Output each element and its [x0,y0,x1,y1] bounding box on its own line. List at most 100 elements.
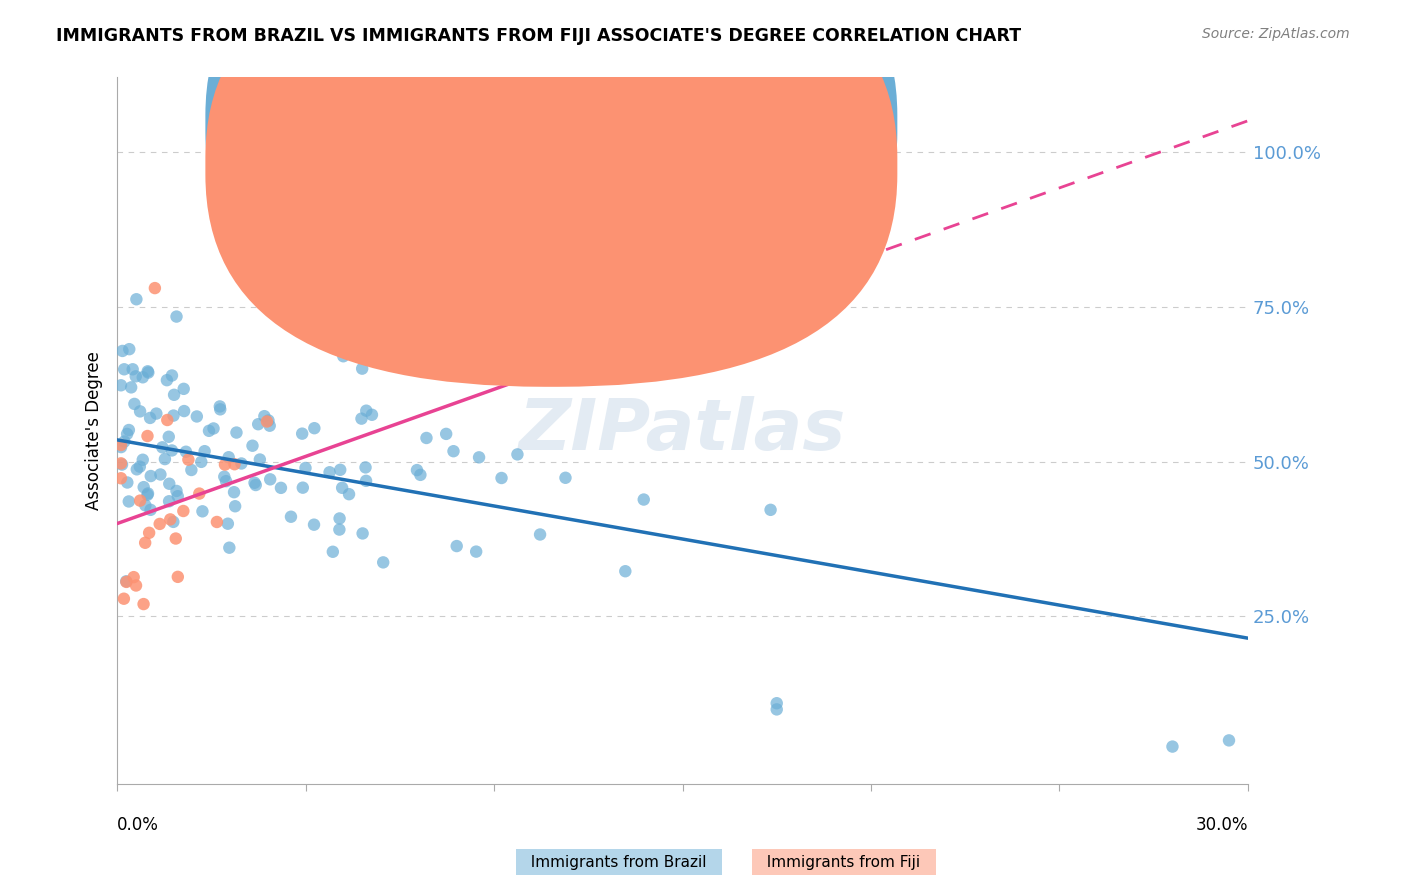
Point [253,409,276,424]
Point [554,471,576,485]
Point [186,409,208,424]
Point [243,475,266,490]
Point [322,545,344,559]
Point [150,440,173,454]
Point [205,515,228,529]
Point [529,527,551,541]
FancyBboxPatch shape [205,0,897,344]
Point [156,413,179,427]
Point [257,413,280,427]
Point [242,439,264,453]
Point [112,434,135,449]
Point [257,256,280,270]
Text: N =: N = [723,152,759,169]
Point [491,471,513,485]
Point [218,541,240,555]
Point [224,457,246,471]
Point [352,361,374,376]
Point [157,430,180,444]
Point [173,404,195,418]
Point [247,417,270,432]
Point [125,292,148,306]
Text: 121: 121 [779,110,815,128]
Point [110,378,132,392]
Point [157,476,180,491]
Point [558,244,581,258]
Text: N =: N = [723,110,759,128]
Point [209,402,232,417]
Point [111,458,134,472]
Point [110,438,132,452]
Point [759,503,782,517]
Point [112,591,135,606]
Point [465,544,488,558]
Point [149,516,172,531]
Point [294,461,316,475]
Point [115,574,138,589]
Point [443,444,465,458]
Point [157,494,180,508]
Point [208,400,231,414]
Point [225,425,247,440]
Point [354,460,377,475]
Point [270,481,292,495]
Point [1161,739,1184,754]
Point [118,423,141,437]
Text: -0.436: -0.436 [620,110,685,128]
Point [446,539,468,553]
Point [337,487,360,501]
Point [304,421,326,435]
Point [143,281,166,295]
FancyBboxPatch shape [205,0,897,387]
Point [633,492,655,507]
FancyBboxPatch shape [530,88,891,211]
Point [136,486,159,500]
Point [159,512,181,526]
Point [218,450,240,465]
Point [156,373,179,387]
Point [765,696,787,710]
Text: 30.0%: 30.0% [1195,815,1249,834]
Text: 26: 26 [779,152,804,169]
Point [153,452,176,467]
Point [162,515,184,529]
Point [172,504,194,518]
Point [259,472,281,486]
Point [136,488,159,502]
Point [468,450,491,465]
Point [198,424,221,438]
Point [125,462,148,476]
Point [132,370,155,384]
Point [111,343,134,358]
Point [110,471,132,485]
Point [134,499,156,513]
Point [149,467,172,482]
Point [291,481,314,495]
Point [138,525,160,540]
Point [259,418,281,433]
Text: Immigrants from Fiji: Immigrants from Fiji [758,855,929,870]
Point [139,411,162,425]
Point [314,281,336,295]
Point [354,474,377,488]
Point [614,564,637,578]
Point [214,469,236,483]
Point [434,426,457,441]
Point [180,463,202,477]
Point [162,409,184,423]
Point [124,397,146,411]
Text: 0.501: 0.501 [620,152,678,169]
Point [118,342,141,356]
Point [329,511,352,525]
Point [506,447,529,461]
Point [249,452,271,467]
Point [129,493,152,508]
Point [177,452,200,467]
Point [302,517,325,532]
Point [188,486,211,500]
Point [356,403,378,417]
Text: Source: ZipAtlas.com: Source: ZipAtlas.com [1202,27,1350,41]
Point [110,456,132,470]
Point [132,480,155,494]
Point [328,523,350,537]
